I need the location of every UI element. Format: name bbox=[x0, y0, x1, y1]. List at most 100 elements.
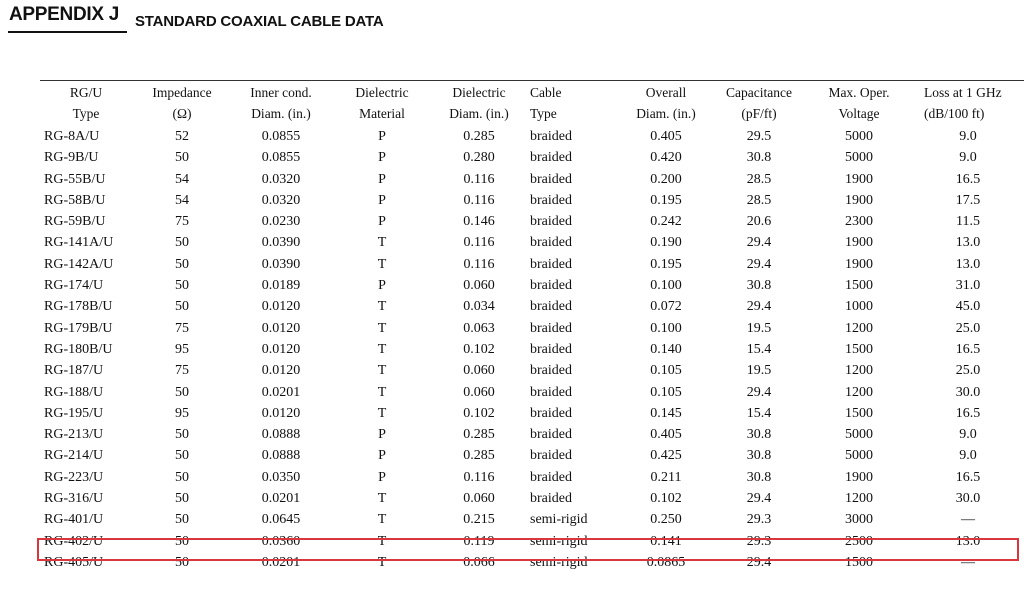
cell-rg-type: RG-316/U bbox=[44, 491, 104, 507]
cell-impedance: 95 bbox=[175, 405, 189, 421]
cell-cable-type: braided bbox=[530, 129, 572, 144]
table-row: RG-405/U 50 0.0201 T 0.066 semi-rigid 0.0865 29… bbox=[0, 552, 1024, 573]
cell-capacitance: 15.4 bbox=[746, 341, 772, 357]
table-row: RG-180B/U 95 0.0120 T 0.102 braided 0.140 15.4 1… bbox=[0, 339, 1024, 360]
table-row: RG-59B/U 75 0.0230 P 0.146 braided 0.242 20.6 23… bbox=[0, 211, 1024, 232]
table-top-rule bbox=[40, 80, 1024, 81]
cell-rg-type: RG-55B/U bbox=[44, 171, 106, 187]
cell-cable-type: semi-rigid bbox=[530, 554, 588, 570]
column-header-dielectric-material: Dielectric Material bbox=[330, 80, 434, 126]
cell-max-voltage: 1900 bbox=[845, 192, 873, 208]
cell-inner-cond-diam: 0.0390 bbox=[261, 256, 301, 272]
cell-cable-type: braided bbox=[530, 320, 572, 336]
cell-cable-type: braided bbox=[530, 448, 572, 464]
column-header-rg-type: RG/U Type bbox=[0, 80, 132, 126]
cell-dielectric-material: T bbox=[377, 533, 387, 549]
column-header-line1: Dielectric bbox=[355, 85, 409, 100]
cell-capacitance: 29.4 bbox=[746, 299, 772, 315]
cell-cable-type: braided bbox=[530, 341, 572, 357]
cell-loss-1ghz: 13.0 bbox=[955, 256, 981, 272]
cell-rg-type: RG-187/U bbox=[44, 363, 104, 379]
cell-impedance: 50 bbox=[175, 299, 189, 315]
table-row: RG-316/U 50 0.0201 T 0.060 braided 0.102 29.4 12… bbox=[0, 488, 1024, 509]
cell-capacitance: 29.5 bbox=[746, 129, 772, 144]
cell-loss-1ghz: 11.5 bbox=[956, 214, 980, 230]
cell-loss-1ghz: 25.0 bbox=[955, 320, 981, 336]
column-header-line1: Max. Oper. bbox=[828, 85, 890, 100]
cell-impedance: 50 bbox=[175, 491, 189, 507]
cell-capacitance: 20.6 bbox=[746, 214, 772, 230]
cell-inner-cond-diam: 0.0320 bbox=[261, 171, 301, 187]
cell-cable-type: braided bbox=[530, 256, 572, 272]
cell-capacitance: 28.5 bbox=[746, 171, 772, 187]
cell-dielectric-material: P bbox=[378, 469, 386, 485]
cell-loss-1ghz: 31.0 bbox=[955, 278, 981, 294]
cell-impedance: 75 bbox=[175, 363, 189, 379]
cell-inner-cond-diam: 0.0120 bbox=[261, 299, 301, 315]
cell-cable-type: braided bbox=[530, 405, 572, 421]
cell-overall-diam: 0.105 bbox=[650, 363, 682, 379]
cell-rg-type: RG-9B/U bbox=[44, 150, 99, 166]
cell-cable-type: braided bbox=[530, 278, 572, 294]
cell-overall-diam: 0.100 bbox=[650, 278, 682, 294]
table-row: RG-58B/U 54 0.0320 P 0.116 braided 0.195 28.5 19… bbox=[0, 190, 1024, 211]
column-header-line2: Type bbox=[530, 106, 557, 121]
cell-capacitance: 29.4 bbox=[746, 554, 772, 570]
cell-dielectric-diam: 0.102 bbox=[463, 405, 495, 421]
cell-inner-cond-diam: 0.0320 bbox=[261, 192, 301, 208]
cell-overall-diam: 0.195 bbox=[650, 192, 682, 208]
cell-cable-type: braided bbox=[530, 427, 572, 443]
cell-max-voltage: 1500 bbox=[845, 405, 873, 421]
cell-inner-cond-diam: 0.0350 bbox=[261, 469, 301, 485]
cell-rg-type: RG-141A/U bbox=[44, 235, 114, 251]
cell-impedance: 54 bbox=[175, 192, 189, 208]
column-header-line2: (pF/ft) bbox=[741, 106, 777, 121]
cell-loss-1ghz: 17.5 bbox=[955, 192, 981, 208]
cell-inner-cond-diam: 0.0120 bbox=[261, 405, 301, 421]
cell-loss-1ghz: 9.0 bbox=[959, 448, 977, 464]
column-header-line1: RG/U bbox=[69, 85, 103, 100]
cell-dielectric-diam: 0.063 bbox=[463, 320, 495, 336]
cell-inner-cond-diam: 0.0201 bbox=[261, 554, 301, 570]
column-header-line2: Material bbox=[359, 106, 405, 121]
cell-capacitance: 30.8 bbox=[746, 469, 772, 485]
cell-loss-1ghz: 13.0 bbox=[955, 533, 981, 549]
cell-max-voltage: 1500 bbox=[845, 341, 873, 357]
cell-impedance: 50 bbox=[175, 427, 189, 443]
cell-impedance: 50 bbox=[175, 469, 189, 485]
cell-inner-cond-diam: 0.0888 bbox=[261, 427, 301, 443]
column-header-line2: Voltage bbox=[838, 106, 880, 121]
cell-loss-1ghz: 30.0 bbox=[955, 384, 981, 400]
cell-max-voltage: 5000 bbox=[845, 150, 873, 166]
column-header-line2: Diam. (in.) bbox=[449, 106, 509, 121]
cell-impedance: 50 bbox=[175, 554, 189, 570]
cell-dielectric-material: T bbox=[377, 363, 387, 379]
cell-rg-type: RG-214/U bbox=[44, 448, 104, 464]
cell-dielectric-material: T bbox=[377, 384, 387, 400]
cell-inner-cond-diam: 0.0390 bbox=[261, 235, 301, 251]
cell-overall-diam: 0.145 bbox=[650, 405, 682, 421]
cell-loss-1ghz: 9.0 bbox=[959, 150, 977, 166]
table-row: RG-179B/U 75 0.0120 T 0.063 braided 0.100 19.5 1… bbox=[0, 318, 1024, 339]
cable-data-table: RG/U Type Impedance (Ω) Inner cond. Diam. (in… bbox=[0, 80, 1024, 573]
cell-max-voltage: 1500 bbox=[845, 554, 873, 570]
column-header-cable-type: Cable Type bbox=[524, 80, 620, 126]
table-row: RG-195/U 95 0.0120 T 0.102 braided 0.145 15.4 15… bbox=[0, 403, 1024, 424]
cell-loss-1ghz: 16.5 bbox=[955, 171, 981, 187]
column-header-line1: Loss at 1 GHz bbox=[924, 85, 1002, 100]
cell-impedance: 75 bbox=[175, 214, 189, 230]
cell-impedance: 50 bbox=[175, 150, 189, 166]
cell-cable-type: braided bbox=[530, 469, 572, 485]
table-row: RG-142A/U 50 0.0390 T 0.116 braided 0.195 29.4 1… bbox=[0, 254, 1024, 275]
cell-loss-1ghz: 16.5 bbox=[955, 341, 981, 357]
cell-rg-type: RG-223/U bbox=[44, 469, 104, 485]
table-row: RG-188/U 50 0.0201 T 0.060 braided 0.105 29.4 12… bbox=[0, 382, 1024, 403]
column-header-line1: Inner cond. bbox=[250, 85, 312, 100]
cell-loss-1ghz: 30.0 bbox=[955, 491, 981, 507]
cell-overall-diam: 0.190 bbox=[650, 235, 682, 251]
cell-overall-diam: 0.420 bbox=[650, 150, 682, 166]
column-header-loss-1ghz: Loss at 1 GHz (dB/100 ft) bbox=[912, 80, 1024, 126]
cell-max-voltage: 1900 bbox=[845, 469, 873, 485]
cell-overall-diam: 0.140 bbox=[650, 341, 682, 357]
cell-cable-type: semi-rigid bbox=[530, 512, 588, 528]
